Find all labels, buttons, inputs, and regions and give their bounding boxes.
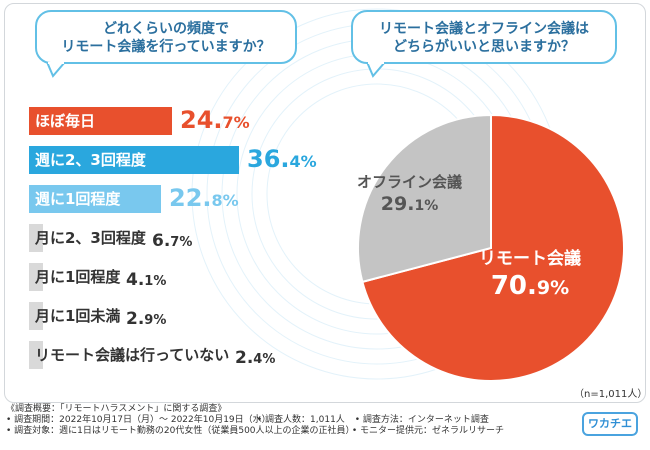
right-question-line-2: どちらがいいと思いますか？ (393, 39, 575, 55)
pie-slice-remote (361, 113, 625, 382)
bar-value-label: 2.9% (126, 309, 167, 329)
footer-method: • 調査方法：インターネット調査 (354, 415, 489, 425)
right-bubble-tail (366, 62, 386, 78)
survey-footer: 《調査概要：「リモートハラスメント」に関する調査》 • 調査期間：2022年10… (6, 404, 576, 437)
footer-target: • 調査対象：週に1日はリモート勤務の20代女性（従業員500人以上の企業の正社… (6, 426, 355, 436)
wakachie-logo: ワカチエ (582, 412, 638, 436)
right-question-bubble: リモート会議とオフライン会議は どちらがいいと思いますか？ (351, 10, 617, 64)
footer-title: 《調査概要：「リモートハラスメント」に関する調査》 (6, 404, 227, 414)
bar-value-label: 4.1% (126, 270, 167, 290)
right-question-line-1: リモート会議とオフライン会議は (379, 21, 589, 37)
bar: ほぼ毎日 (29, 107, 172, 135)
bar-value-label: 36.4% (247, 145, 317, 173)
remote-label: リモート会議 (479, 249, 581, 269)
bar-value-label: 2.4% (235, 348, 276, 368)
left-question-line-1: どれくらいの頻度で (103, 21, 229, 37)
footer-row-1: • 調査期間：2022年10月17日（月）～ 2022年10月19日（水） • … (6, 415, 576, 426)
left-bubble-tail (46, 62, 66, 78)
footer-period: • 調査期間：2022年10月17日（月）～ 2022年10月19日（水） (6, 415, 271, 425)
bar: 週に1回程度 (29, 185, 161, 213)
bar-value-label: 24.7% (180, 106, 250, 134)
pie-chart (357, 113, 625, 382)
remote-percent: 70.9% (490, 271, 570, 301)
sample-size-note: （n=1,011人） (574, 389, 646, 400)
bar: 週に2、3回程度 (29, 146, 239, 174)
footer-people: • 調査人数：1,011人 (256, 415, 345, 425)
pie-slice-offline (357, 113, 492, 284)
pie-label-offline: オフライン会議 29.1% (357, 172, 462, 218)
footer-row-2: • 調査対象：週に1日はリモート勤務の20代女性（従業員500人以上の企業の正社… (6, 426, 576, 437)
offline-label: オフライン会議 (357, 173, 463, 191)
pie-label-remote: リモート会議 70.9% (479, 248, 581, 304)
bar-value-label: 22.8% (169, 184, 239, 212)
offline-percent: 29.1% (380, 193, 439, 215)
footer-provider: • モニター提供元：ゼネラルリサーチ (351, 426, 505, 436)
left-question-line-2: リモート会議を行っていますか？ (61, 39, 271, 55)
chart-card: どれくらいの頻度で リモート会議を行っていますか？ リモート会議とオフライン会議… (4, 3, 646, 403)
bar-value-label: 6.7% (152, 231, 193, 251)
left-question-bubble: どれくらいの頻度で リモート会議を行っていますか？ (35, 10, 297, 64)
